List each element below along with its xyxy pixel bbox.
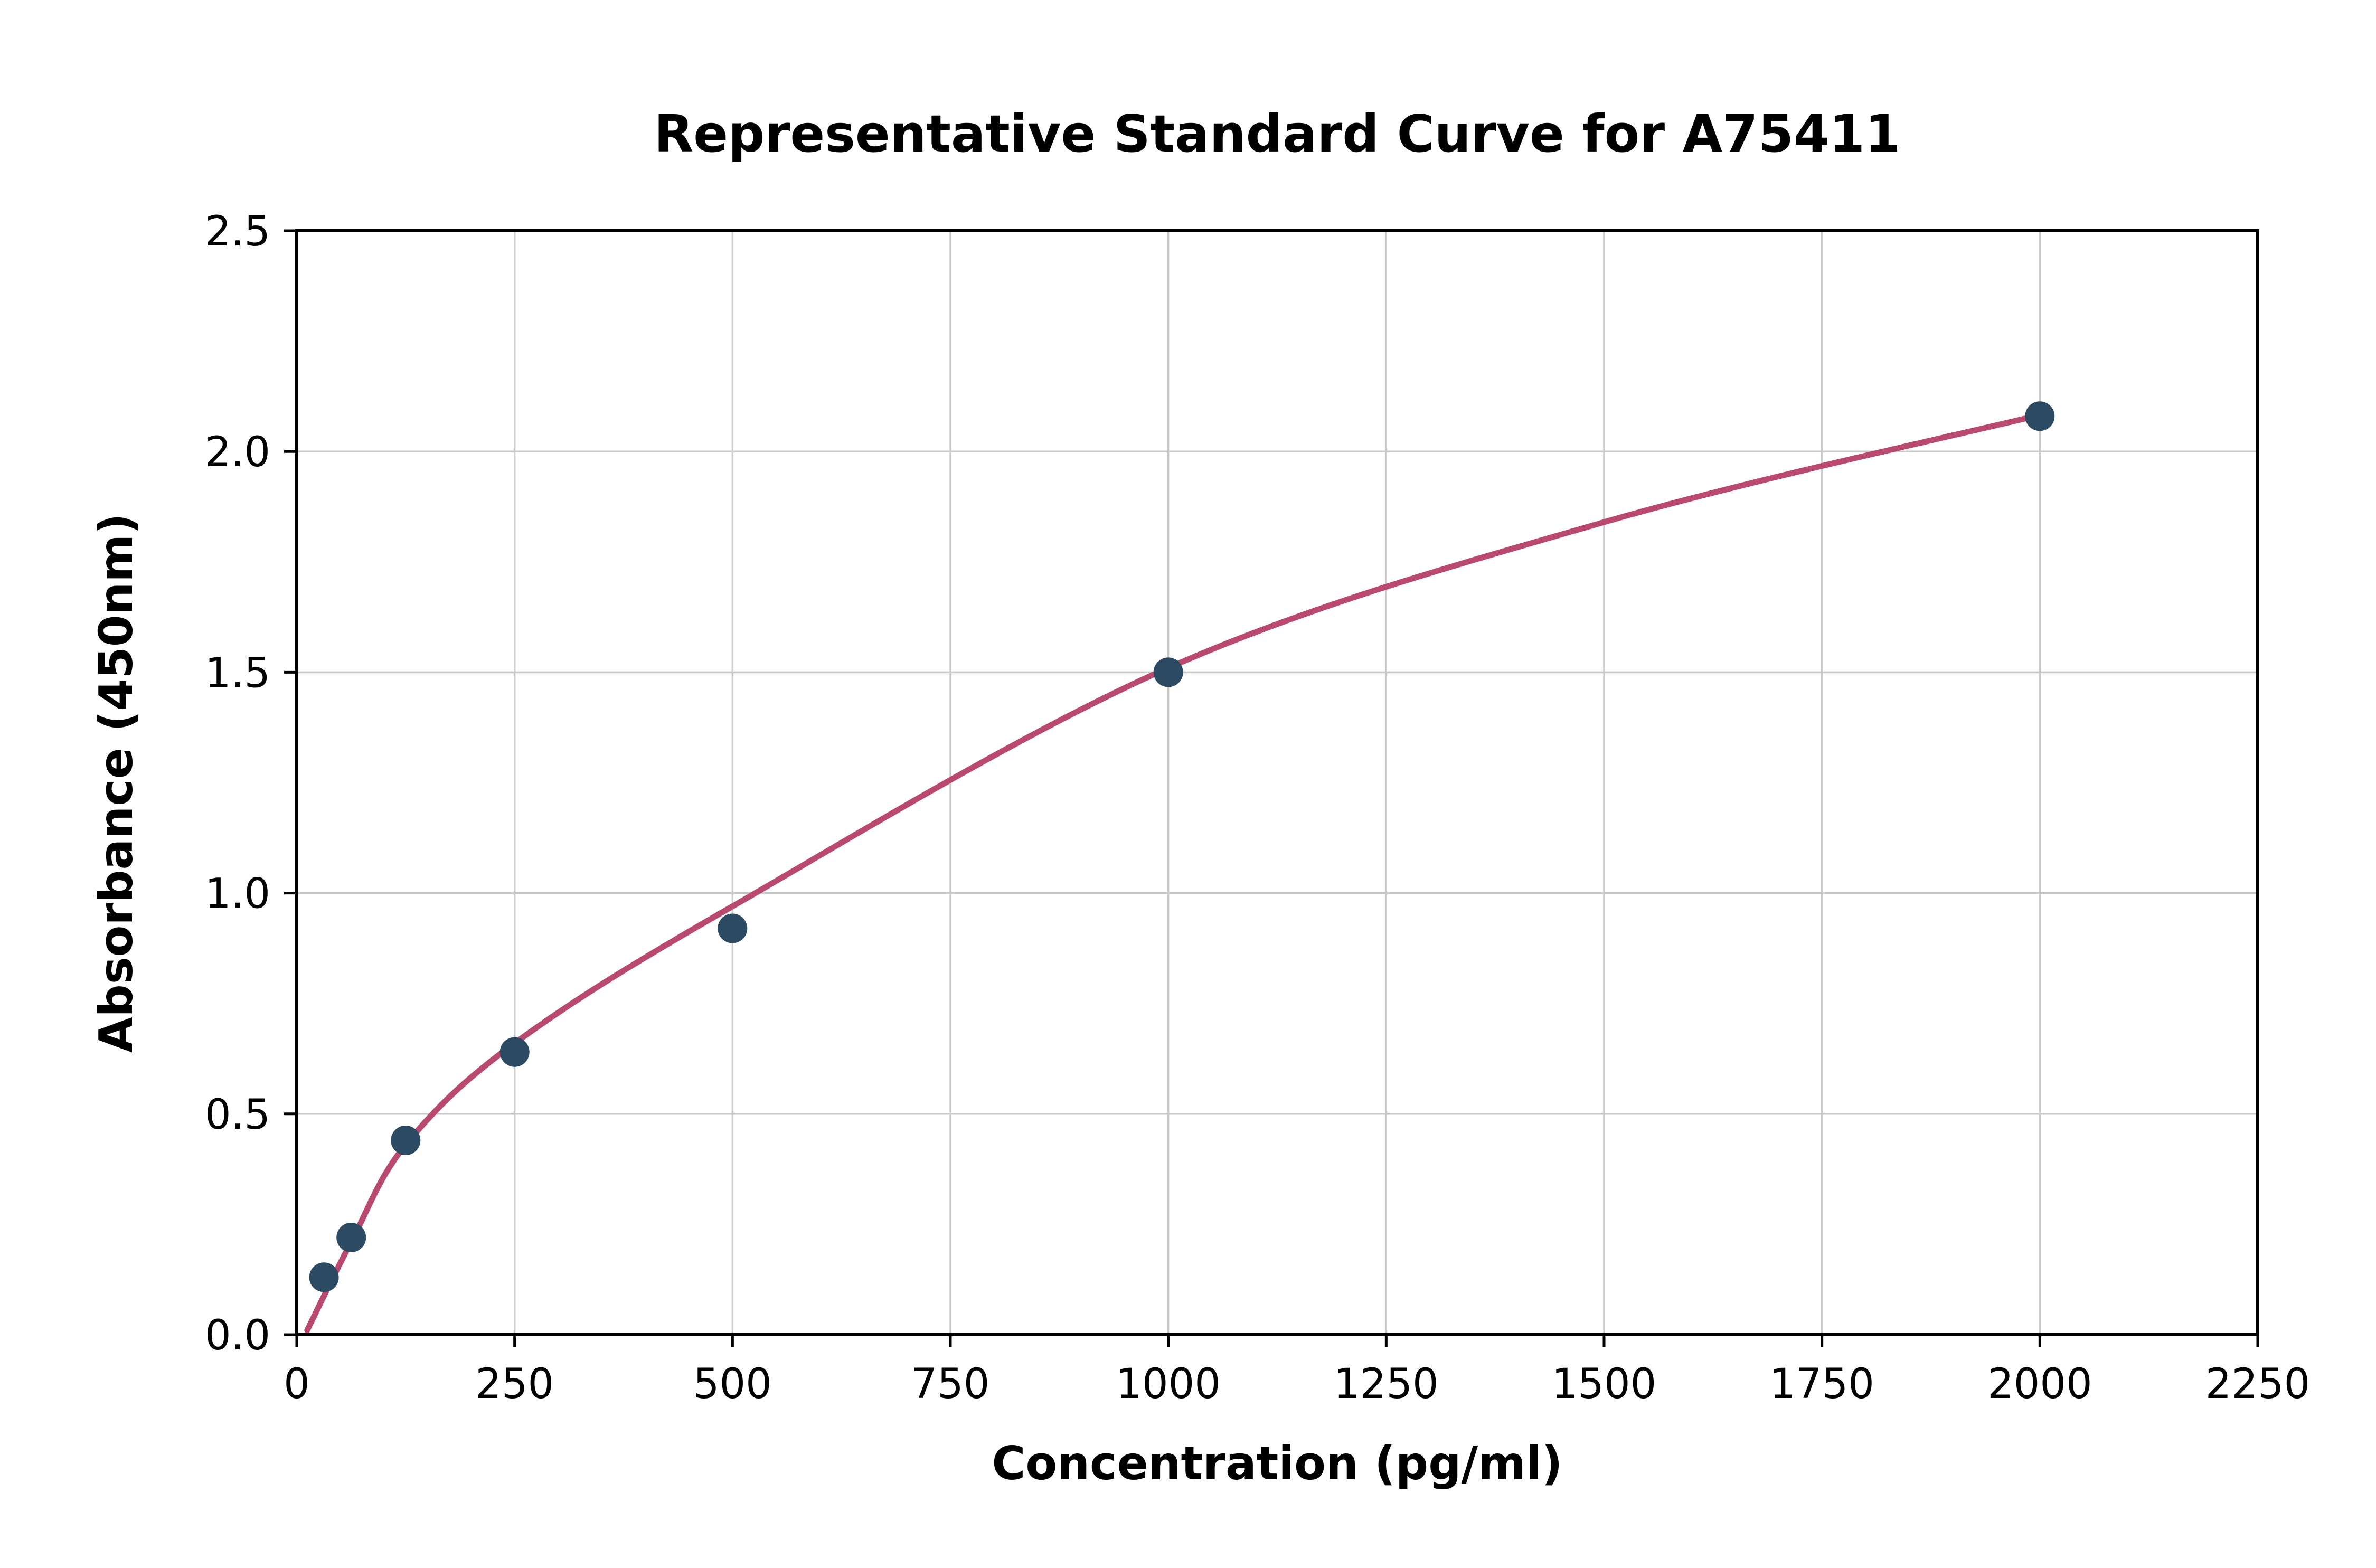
data-point	[309, 1262, 339, 1292]
data-point	[2025, 401, 2055, 431]
x-tick-label: 2250	[2205, 1361, 2311, 1408]
x-tick-label: 1500	[1552, 1361, 1657, 1408]
fitted-curve-line	[304, 411, 2048, 1334]
data-point	[499, 1037, 530, 1067]
x-tick-label: 1250	[1334, 1361, 1439, 1408]
y-tick-label: 0.5	[205, 1091, 270, 1139]
y-tick-label: 0.0	[205, 1312, 270, 1359]
chart-title: Representative Standard Curve for A75411	[654, 104, 1901, 164]
x-tick-label: 1750	[1769, 1361, 1874, 1408]
grid-lines	[296, 230, 2259, 1336]
plot-border	[295, 229, 2259, 1336]
y-tick-label: 2.5	[205, 208, 270, 256]
data-point	[718, 913, 748, 943]
x-tick-label: 250	[475, 1361, 554, 1408]
y-tick-label: 1.5	[205, 649, 270, 697]
data-series	[304, 401, 2055, 1334]
x-tick-label: 0	[284, 1361, 310, 1408]
data-point	[391, 1126, 421, 1155]
x-tick-label: 500	[693, 1361, 772, 1408]
axes-and-ticks: 0 250 500 750 1000 1250 1500 1750 2000 2250 0.0 0.5…	[205, 208, 2310, 1408]
data-point	[1153, 657, 1183, 687]
x-tick-label: 750	[911, 1361, 990, 1408]
y-tick-label: 1.0	[205, 871, 270, 918]
x-tick-label: 1000	[1116, 1361, 1221, 1408]
y-tick-label: 2.0	[205, 429, 270, 476]
x-tick-label: 2000	[1987, 1361, 2092, 1408]
x-axis-label: Concentration (pg/ml)	[992, 1437, 1562, 1490]
data-point	[336, 1223, 366, 1252]
y-axis-label: Absorbance (450nm)	[89, 513, 143, 1053]
